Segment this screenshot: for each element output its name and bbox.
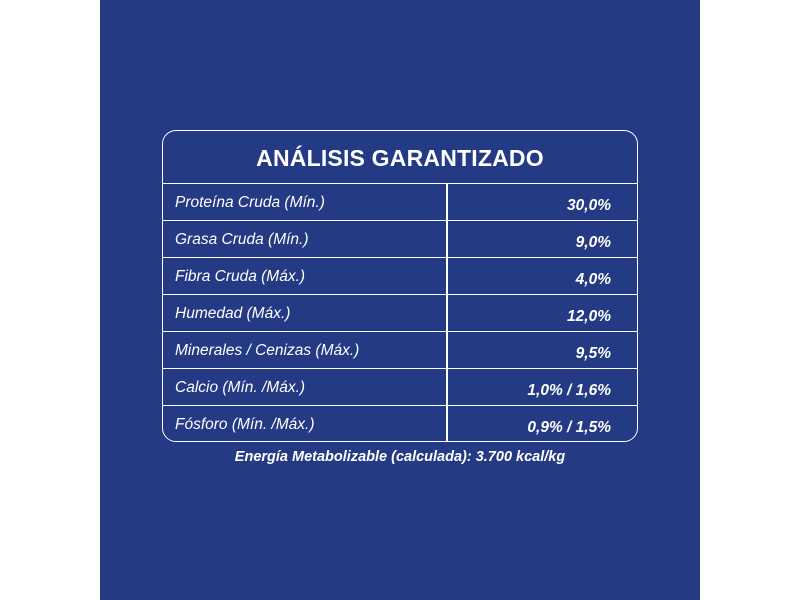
column-divider <box>446 183 448 441</box>
table-row: Calcio (Mín. /Máx.) 1,0% / 1,6% <box>163 369 637 406</box>
energy-footnote: Energía Metabolizable (calculada): 3.700… <box>234 449 566 465</box>
table-row: Grasa Cruda (Mín.) 9,0% <box>163 221 637 258</box>
analysis-table: ANÁLISIS GARANTIZADO Proteína Cruda (Mín… <box>162 130 638 442</box>
row-value: 9,0% <box>575 234 611 251</box>
blue-panel <box>100 0 700 600</box>
row-label: Proteína Cruda (Mín.) <box>175 194 325 211</box>
row-label: Calcio (Mín. /Máx.) <box>175 379 306 396</box>
row-label: Fósforo (Mín. /Máx.) <box>175 416 315 433</box>
table-title: ANÁLISIS GARANTIZADO <box>163 131 637 184</box>
row-value: 12,0% <box>567 308 611 325</box>
table-row: Proteína Cruda (Mín.) 30,0% <box>163 184 637 221</box>
table-row: Fósforo (Mín. /Máx.) 0,9% / 1,5% <box>163 406 637 441</box>
row-value: 30,0% <box>567 197 611 214</box>
row-value: 9,5% <box>575 345 611 362</box>
table-row: Minerales / Cenizas (Máx.) 9,5% <box>163 332 637 369</box>
row-value: 4,0% <box>575 271 611 288</box>
row-value: 1,0% / 1,6% <box>527 382 611 399</box>
table-row: Humedad (Máx.) 12,0% <box>163 295 637 332</box>
row-label: Humedad (Máx.) <box>175 305 291 322</box>
row-label: Minerales / Cenizas (Máx.) <box>175 342 360 359</box>
table-rows: Proteína Cruda (Mín.) 30,0% Grasa Cruda … <box>163 184 637 441</box>
row-value: 0,9% / 1,5% <box>527 419 611 436</box>
row-label: Grasa Cruda (Mín.) <box>175 231 309 248</box>
row-label: Fibra Cruda (Máx.) <box>175 268 306 285</box>
table-row: Fibra Cruda (Máx.) 4,0% <box>163 258 637 295</box>
